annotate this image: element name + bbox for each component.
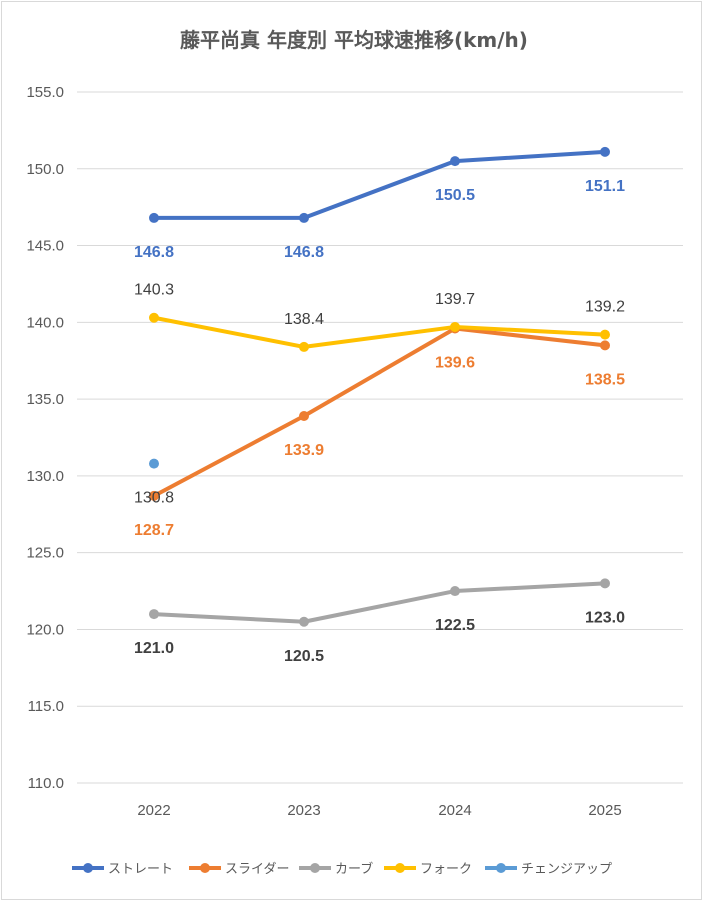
- y-tick-label: 115.0: [28, 698, 64, 715]
- legend-label: フォーク: [420, 862, 472, 877]
- series-point: [299, 616, 309, 627]
- series-point: [149, 490, 159, 501]
- legend-marker: [83, 863, 93, 873]
- series-line: [152, 315, 607, 349]
- y-tick-label: 150.0: [26, 161, 64, 178]
- data-label: 150.5: [435, 187, 475, 204]
- y-tick-label: 135.0: [26, 391, 64, 408]
- x-tick-label: 2024: [438, 802, 471, 819]
- data-label: 138.4: [284, 311, 324, 328]
- data-label: 138.5: [585, 371, 625, 388]
- legend: ストレート スライダー カーブ フォーク チェンジアップ: [72, 861, 612, 877]
- series-line: [152, 581, 607, 624]
- x-axis-ticks: 2022 2023 2024 2025: [137, 802, 621, 819]
- series-point: [299, 212, 309, 223]
- data-label: 139.7: [435, 291, 475, 308]
- data-label: 123.0: [585, 609, 625, 626]
- series-point: [600, 578, 610, 589]
- y-tick-label: 155.0: [26, 84, 64, 101]
- series-point: [149, 609, 159, 620]
- series-point: [600, 329, 610, 340]
- series-point: [450, 586, 460, 597]
- x-tick-label: 2023: [287, 802, 320, 819]
- data-label: 128.7: [134, 522, 174, 539]
- y-tick-label: 130.0: [26, 468, 64, 485]
- data-label: 130.8: [134, 490, 174, 507]
- x-tick-label: 2025: [588, 802, 621, 819]
- legend-label: ストレート: [108, 862, 173, 877]
- data-label: 122.5: [435, 617, 475, 634]
- legend-marker: [496, 863, 506, 873]
- y-tick-label: 125.0: [26, 545, 64, 562]
- legend-label: カーブ: [335, 861, 373, 877]
- data-label: 140.3: [134, 282, 174, 299]
- y-tick-label: 110.0: [28, 775, 64, 792]
- series-point: [149, 458, 159, 469]
- series-point: [149, 312, 159, 323]
- chart-title: 藤平尚真 年度別 平均球速推移(km/h): [179, 28, 528, 52]
- series-line: [152, 326, 607, 498]
- data-label: 139.2: [585, 299, 625, 316]
- series-point: [299, 341, 309, 352]
- series-line: [152, 149, 607, 220]
- legend-marker: [310, 863, 320, 873]
- y-tick-label: 145.0: [26, 238, 64, 255]
- legend-marker: [200, 863, 210, 873]
- y-tick-label: 120.0: [26, 621, 64, 638]
- data-label: 146.8: [284, 244, 324, 261]
- data-label: 139.6: [435, 354, 475, 371]
- series-point: [450, 156, 460, 167]
- series-point: [600, 146, 610, 157]
- series-point: [299, 411, 309, 422]
- data-label: 151.1: [585, 178, 625, 195]
- data-label: 120.5: [284, 648, 324, 665]
- gridlines: [77, 91, 683, 784]
- series-point: [149, 212, 159, 223]
- y-axis-ticks: 110.0 115.0 120.0 125.0 130.0 135.0 140.0 145.0…: [26, 84, 64, 792]
- y-tick-label: 140.0: [26, 314, 64, 331]
- series-group: [149, 146, 610, 627]
- series-point: [450, 321, 460, 332]
- data-labels: 146.8 146.8 150.5 151.1 128.7 133.9 139.6 138.5…: [134, 178, 625, 665]
- x-tick-label: 2022: [137, 802, 170, 819]
- data-label: 133.9: [284, 442, 324, 459]
- data-label: 121.0: [134, 640, 174, 657]
- legend-label: スライダー: [225, 862, 289, 877]
- data-label: 146.8: [134, 244, 174, 261]
- legend-label: チェンジアップ: [521, 862, 612, 877]
- series-point: [600, 340, 610, 351]
- legend-marker: [395, 863, 405, 873]
